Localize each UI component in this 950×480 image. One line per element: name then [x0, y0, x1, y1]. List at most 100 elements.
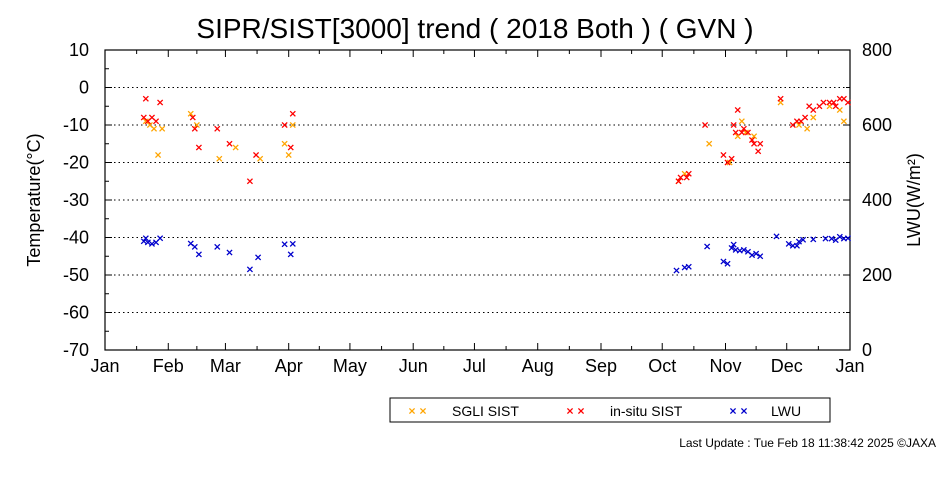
- legend-marker: [566, 407, 574, 415]
- series-2: [140, 233, 852, 274]
- x-tick-label: Jul: [463, 356, 486, 376]
- data-point: [751, 140, 758, 147]
- y2-tick-label: 800: [862, 40, 892, 60]
- data-point: [157, 235, 164, 242]
- data-point: [281, 140, 288, 147]
- data-point: [810, 106, 817, 114]
- x-tick-label: Jan: [835, 356, 864, 376]
- x-tick-label: Apr: [275, 356, 303, 376]
- data-point: [677, 174, 684, 181]
- y-tick-label: -70: [63, 340, 89, 360]
- y-tick-label: -60: [63, 303, 89, 323]
- data-point: [728, 244, 735, 252]
- x-tick-label: Mar: [210, 356, 241, 376]
- data-point: [216, 155, 223, 162]
- data-point: [802, 114, 809, 121]
- data-point: [285, 151, 292, 159]
- data-point: [675, 178, 682, 185]
- x-tick-label: Nov: [709, 356, 741, 376]
- data-point: [726, 159, 733, 166]
- data-point: [155, 151, 162, 159]
- data-point: [685, 263, 692, 270]
- data-point: [720, 258, 727, 265]
- data-point: [148, 240, 156, 247]
- data-point: [195, 144, 202, 151]
- y-tick-label: 0: [79, 78, 89, 98]
- data-point: [214, 243, 221, 250]
- legend-marker: [419, 407, 427, 415]
- y-tick-label: -50: [63, 265, 89, 285]
- data-point: [753, 250, 760, 257]
- series-1: [140, 95, 852, 185]
- data-point: [191, 243, 198, 250]
- data-point: [840, 118, 847, 125]
- data-point: [795, 121, 803, 129]
- data-point: [785, 240, 792, 247]
- y2-axis-label: LWU(W/m²): [904, 153, 924, 247]
- data-point: [281, 241, 288, 248]
- legend-label: in-situ SIST: [610, 403, 683, 419]
- data-point: [832, 103, 839, 110]
- data-point: [804, 125, 811, 132]
- data-point: [289, 240, 296, 247]
- y2-tick-label: 0: [862, 340, 872, 360]
- x-tick-label: Feb: [153, 356, 184, 376]
- y2-tick-label: 400: [862, 190, 892, 210]
- data-point: [187, 110, 194, 117]
- data-point: [673, 267, 680, 274]
- series-layer: [140, 95, 852, 274]
- data-point: [724, 260, 731, 267]
- data-point: [704, 243, 711, 250]
- y2-tick-label: 200: [862, 265, 892, 285]
- data-point: [255, 254, 262, 261]
- y-tick-label: -30: [63, 190, 89, 210]
- data-point: [830, 99, 837, 106]
- data-point: [246, 266, 253, 273]
- data-point: [810, 114, 817, 121]
- data-point: [795, 238, 803, 245]
- data-point: [191, 125, 198, 132]
- data-point: [226, 140, 233, 147]
- data-point: [214, 125, 221, 132]
- plot-frame: [104, 49, 851, 351]
- data-point: [822, 235, 829, 242]
- data-point: [810, 236, 817, 243]
- data-point: [730, 121, 737, 129]
- x-tick-label: Oct: [648, 356, 676, 376]
- data-point: [281, 121, 288, 129]
- chart-title: SIPR/SIST[3000] trend ( 2018 Both ) ( GV…: [196, 13, 753, 44]
- legend-marker: [729, 407, 737, 415]
- data-point: [195, 251, 202, 258]
- data-point: [157, 99, 164, 106]
- data-point: [828, 235, 835, 242]
- data-point: [738, 129, 745, 136]
- y-tick-label: -10: [63, 115, 89, 135]
- y-tick-label: -20: [63, 153, 89, 173]
- data-point: [226, 249, 233, 256]
- data-point: [738, 118, 745, 125]
- x-tick-label: May: [333, 356, 367, 376]
- data-point: [140, 238, 147, 245]
- legend-marker: [577, 407, 585, 415]
- data-point: [150, 125, 158, 132]
- data-point: [289, 110, 296, 117]
- y-tick-label: -40: [63, 228, 89, 248]
- data-point: [702, 121, 709, 129]
- legend-label: SGLI SIST: [452, 403, 519, 419]
- data-point: [757, 140, 764, 147]
- legend-label: LWU: [771, 403, 801, 419]
- data-point: [777, 95, 784, 102]
- x-tick-label: Aug: [522, 356, 554, 376]
- data-point: [730, 241, 737, 248]
- y2-tick-label: 600: [862, 115, 892, 135]
- data-point: [246, 178, 253, 185]
- y-axis-label: Temperature(°C): [24, 133, 44, 266]
- x-tick-label: Dec: [771, 356, 803, 376]
- legend-marker: [408, 407, 416, 415]
- data-point: [799, 236, 807, 243]
- x-tick-label: Sep: [585, 356, 617, 376]
- x-tick-label: Jan: [90, 356, 119, 376]
- data-point: [152, 118, 160, 125]
- data-point: [706, 140, 713, 147]
- data-point: [757, 253, 764, 260]
